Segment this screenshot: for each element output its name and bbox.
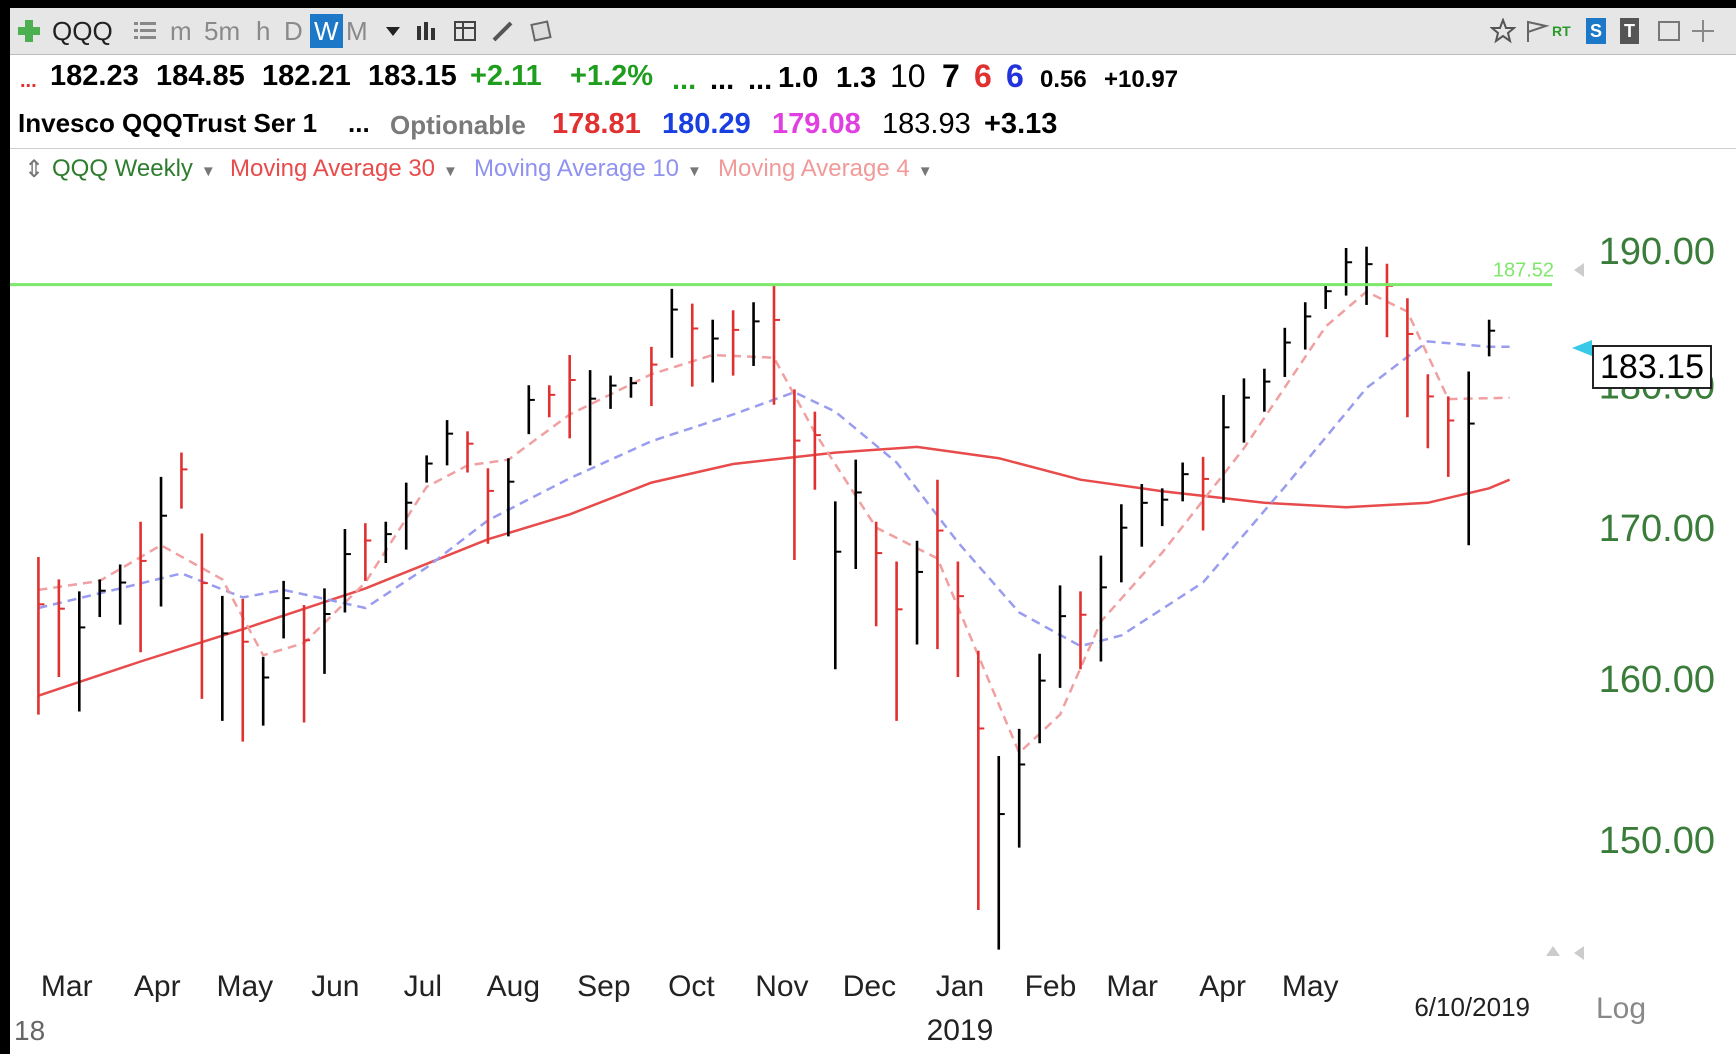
interval-hour[interactable]: h — [256, 16, 271, 46]
y-tick-label: 160.00 — [1599, 659, 1715, 701]
scroll-up-icon[interactable] — [1546, 946, 1560, 956]
bar-style-icon[interactable] — [414, 18, 440, 44]
x-month-label: May — [1282, 970, 1339, 1003]
legend-symbol-label: QQQ Weekly — [52, 155, 193, 182]
table-icon[interactable] — [452, 18, 478, 44]
ma10-line[interactable] — [38, 340, 1510, 648]
x-month-label: Apr — [1199, 970, 1246, 1003]
x-month-label: Feb — [1025, 970, 1077, 1003]
chevron-down-icon: ▼ — [443, 163, 458, 180]
x-month-label: Apr — [134, 970, 181, 1003]
rating-2: 7 — [942, 58, 960, 94]
x-month-label: Dec — [843, 970, 896, 1003]
resistance-line-label: 187.52 — [1493, 260, 1554, 282]
change-percent: +1.2% — [570, 60, 654, 92]
legend-symbol[interactable]: QQQ Weekly ▼ — [52, 155, 216, 183]
value-3: 0.56 — [1040, 66, 1087, 93]
x-year-label: 18 — [14, 1015, 45, 1046]
quote-dots-2: ... — [748, 64, 773, 96]
last-date-label: 6/10/2019 — [1414, 992, 1530, 1022]
star-icon[interactable] — [1490, 18, 1516, 44]
chevron-down-icon: ▼ — [917, 163, 933, 180]
list-icon[interactable] — [132, 18, 158, 44]
info-price-4: 183.93 — [882, 108, 971, 140]
x-month-label: Mar — [1106, 970, 1158, 1003]
y-tick-label: 190.00 — [1599, 231, 1715, 273]
ma4-line[interactable] — [38, 290, 1510, 755]
window-top-border — [0, 0, 1736, 8]
symbol-field[interactable]: QQQ — [52, 16, 113, 46]
x-month-label: Jul — [404, 970, 442, 1003]
chevron-down-icon: ▼ — [687, 163, 702, 180]
ma30-line[interactable] — [38, 445, 1511, 697]
info-price-3: 179.08 — [772, 108, 861, 140]
rating-4: 6 — [1006, 58, 1024, 94]
window-icon[interactable] — [1656, 18, 1682, 44]
high-value: 184.85 — [156, 60, 245, 92]
low-value: 182.21 — [262, 60, 351, 92]
x-month-label: Jan — [936, 970, 984, 1003]
info-price-1: 178.81 — [552, 108, 641, 140]
rating-1: 10 — [890, 58, 926, 94]
log-scale-toggle[interactable]: Log — [1596, 992, 1646, 1025]
move-icon[interactable] — [1690, 18, 1716, 44]
reorder-icon[interactable]: ⇕ — [24, 156, 45, 183]
legend-ma4[interactable]: Moving Average 4 ▼ — [718, 155, 933, 183]
t-badge[interactable]: T — [1620, 18, 1639, 44]
interval-weekly[interactable]: W — [310, 14, 343, 48]
x-month-label: Oct — [668, 970, 715, 1003]
add-symbol-icon[interactable] — [16, 18, 42, 44]
quote-line: ... 182.23 184.85 182.21 183.15 +2.11 +1… — [10, 56, 1736, 102]
note-icon[interactable] — [528, 18, 554, 44]
s-badge[interactable]: S — [1586, 18, 1607, 44]
indicator-legend: ⇕ QQQ Weekly ▼ Moving Average 30 ▼ Moving … — [10, 150, 1736, 190]
window-left-border — [0, 0, 10, 1054]
chevron-down-icon: ▼ — [200, 163, 216, 180]
close-value: 183.15 — [368, 60, 457, 92]
open-value: 182.23 — [50, 60, 139, 92]
interval-minute[interactable]: m — [170, 16, 192, 46]
x-month-label: Sep — [577, 970, 630, 1003]
legend-ma30[interactable]: Moving Average 30 ▼ — [230, 155, 458, 183]
change-value: +2.11 — [470, 60, 542, 92]
quote-dots-green: ... — [672, 64, 697, 96]
info-price-2: 180.29 — [662, 108, 751, 140]
legend-ma30-label: Moving Average 30 — [230, 155, 436, 182]
y-tick-label: 170.00 — [1599, 508, 1715, 550]
realtime-badge[interactable]: RT — [1552, 23, 1571, 39]
symbol-info-line: Invesco QQQTrust Ser 1 ... Optionable 17… — [10, 104, 1736, 149]
x-month-label: Jun — [311, 970, 359, 1003]
value-2: 1.3 — [836, 62, 877, 94]
optionable-label: Optionable — [390, 110, 526, 140]
x-month-label: Nov — [755, 970, 808, 1003]
flag-icon[interactable] — [1524, 18, 1550, 44]
chart-toolbar: QQQ m 5m h D W M RT S T — [10, 8, 1736, 55]
value-4: +10.97 — [1104, 66, 1179, 93]
x-month-label: Mar — [41, 970, 93, 1003]
legend-ma4-label: Moving Average 4 — [718, 155, 910, 182]
x-year-label: 2019 — [927, 1014, 994, 1047]
security-name: Invesco QQQTrust Ser 1 — [18, 108, 318, 138]
last-price-label: 183.15 — [1592, 345, 1712, 389]
x-month-label: Aug — [487, 970, 540, 1003]
quote-lead: ... — [20, 70, 37, 92]
interval-daily[interactable]: D — [284, 16, 303, 46]
scroll-left-icon[interactable] — [1574, 946, 1584, 960]
legend-ma10[interactable]: Moving Average 10 ▼ — [474, 155, 702, 183]
info-price-5: +3.13 — [984, 108, 1058, 140]
value-1: 1.0 — [778, 62, 819, 94]
y-tick-label: 150.00 — [1599, 820, 1715, 862]
x-month-label: May — [216, 970, 273, 1003]
last-price-marker — [1572, 340, 1592, 356]
quote-dots-1: ... — [710, 64, 735, 96]
interval-5min[interactable]: 5m — [204, 16, 241, 46]
interval-monthly[interactable]: M — [346, 16, 368, 46]
collapse-icon[interactable] — [1574, 263, 1584, 277]
rating-3: 6 — [974, 58, 992, 94]
legend-ma10-label: Moving Average 10 — [474, 155, 680, 182]
chevron-down-icon[interactable] — [380, 18, 406, 44]
info-dots: ... — [348, 108, 370, 138]
pencil-icon[interactable] — [490, 18, 516, 44]
